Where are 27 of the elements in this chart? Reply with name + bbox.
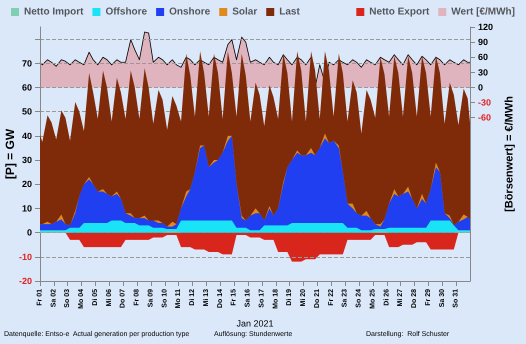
y2-tick-label: 120	[478, 22, 494, 32]
legend-label: Solar	[232, 6, 258, 18]
legend-label: Wert [€/MWh]	[451, 6, 516, 18]
legend-label: Last	[279, 6, 300, 18]
y-tick-label: 30	[22, 155, 32, 166]
x-axis-title: Jan 2021	[236, 318, 274, 328]
y-tick-label: 40	[22, 130, 32, 141]
y2-tick-label: -30	[478, 98, 492, 108]
y2-tick-label: 90	[478, 37, 488, 48]
y2-tick-label: 0	[478, 82, 484, 92]
y-tick-label: 60	[22, 82, 32, 92]
y-tick-label: 50	[22, 106, 32, 117]
y-tick-label: 70	[22, 58, 32, 68]
y-tick-label: 10	[22, 203, 32, 214]
y-axis-title: [P] = GW	[3, 128, 17, 180]
legend-label: Offshore	[105, 6, 148, 18]
y2-tick-label: 60	[478, 52, 488, 62]
legend-label: Netto Import	[24, 6, 84, 18]
y2-tick-label: 30	[478, 67, 488, 78]
legend-label: Netto Export	[369, 6, 430, 18]
legend-label: Onshore	[169, 6, 211, 18]
y-tick-label: 20	[22, 179, 32, 190]
y-tick-label: -10	[18, 252, 32, 262]
y-tick-label: -20	[18, 276, 32, 286]
y2-axis-title: [Börsenwert] = €/MWh	[504, 96, 516, 212]
y2-tick-label: -60	[478, 112, 492, 123]
y-tick-label: 0	[26, 228, 32, 238]
